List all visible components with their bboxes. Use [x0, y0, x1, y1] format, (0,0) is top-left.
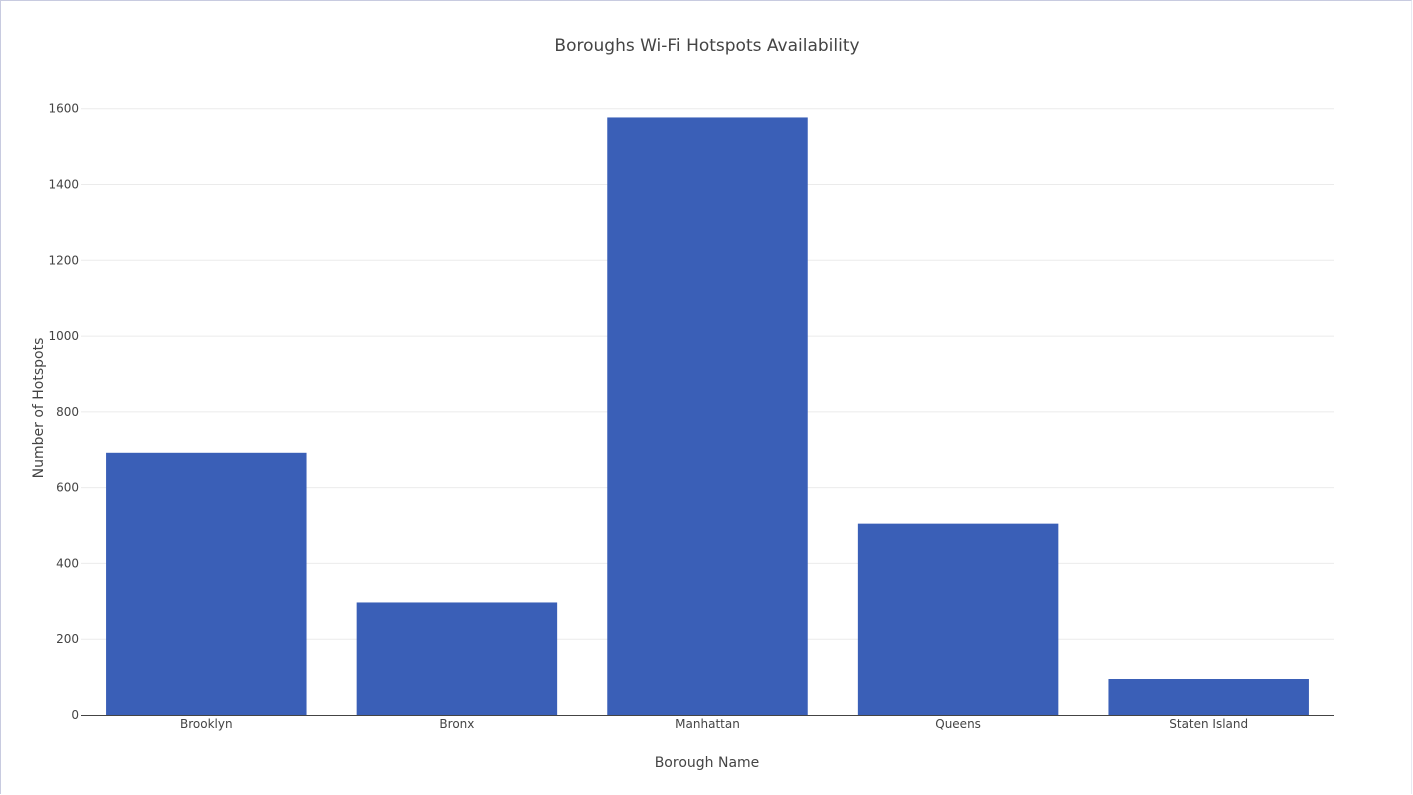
x-axis-title: Borough Name: [655, 755, 760, 771]
bar-bronx[interactable]: [356, 602, 558, 715]
bar-staten-island[interactable]: [1108, 679, 1309, 715]
y-tick-label: 1400: [48, 178, 79, 192]
x-tick-label: Queens: [935, 717, 981, 731]
bar-manhattan[interactable]: [607, 117, 808, 715]
x-tick-label: Manhattan: [675, 717, 740, 731]
y-axis-title: Number of Hotspots: [31, 338, 47, 479]
bars: [106, 117, 1309, 715]
y-tick-label: 1200: [48, 253, 79, 267]
y-tick-label: 400: [56, 556, 79, 570]
y-tick-label: 1600: [48, 102, 79, 116]
y-tick-label: 0: [71, 708, 79, 722]
y-tick-labels: 0 200 400 600 800 1000 1200 1400 1600: [48, 102, 79, 722]
y-tick-label: 800: [56, 405, 79, 419]
x-tick-label: Bronx: [439, 717, 474, 731]
chart-title: Boroughs Wi-Fi Hotspots Availability: [554, 36, 859, 56]
bar-brooklyn[interactable]: [106, 452, 307, 715]
y-tick-label: 200: [56, 632, 79, 646]
y-tick-label: 1000: [48, 329, 79, 343]
bar-queens[interactable]: [857, 523, 1059, 715]
y-tick-label: 600: [56, 481, 79, 495]
x-tick-labels: Brooklyn Bronx Manhattan Queens Staten Islan…: [180, 717, 1248, 731]
x-tick-label: Staten Island: [1169, 717, 1248, 731]
x-tick-label: Brooklyn: [180, 717, 233, 731]
